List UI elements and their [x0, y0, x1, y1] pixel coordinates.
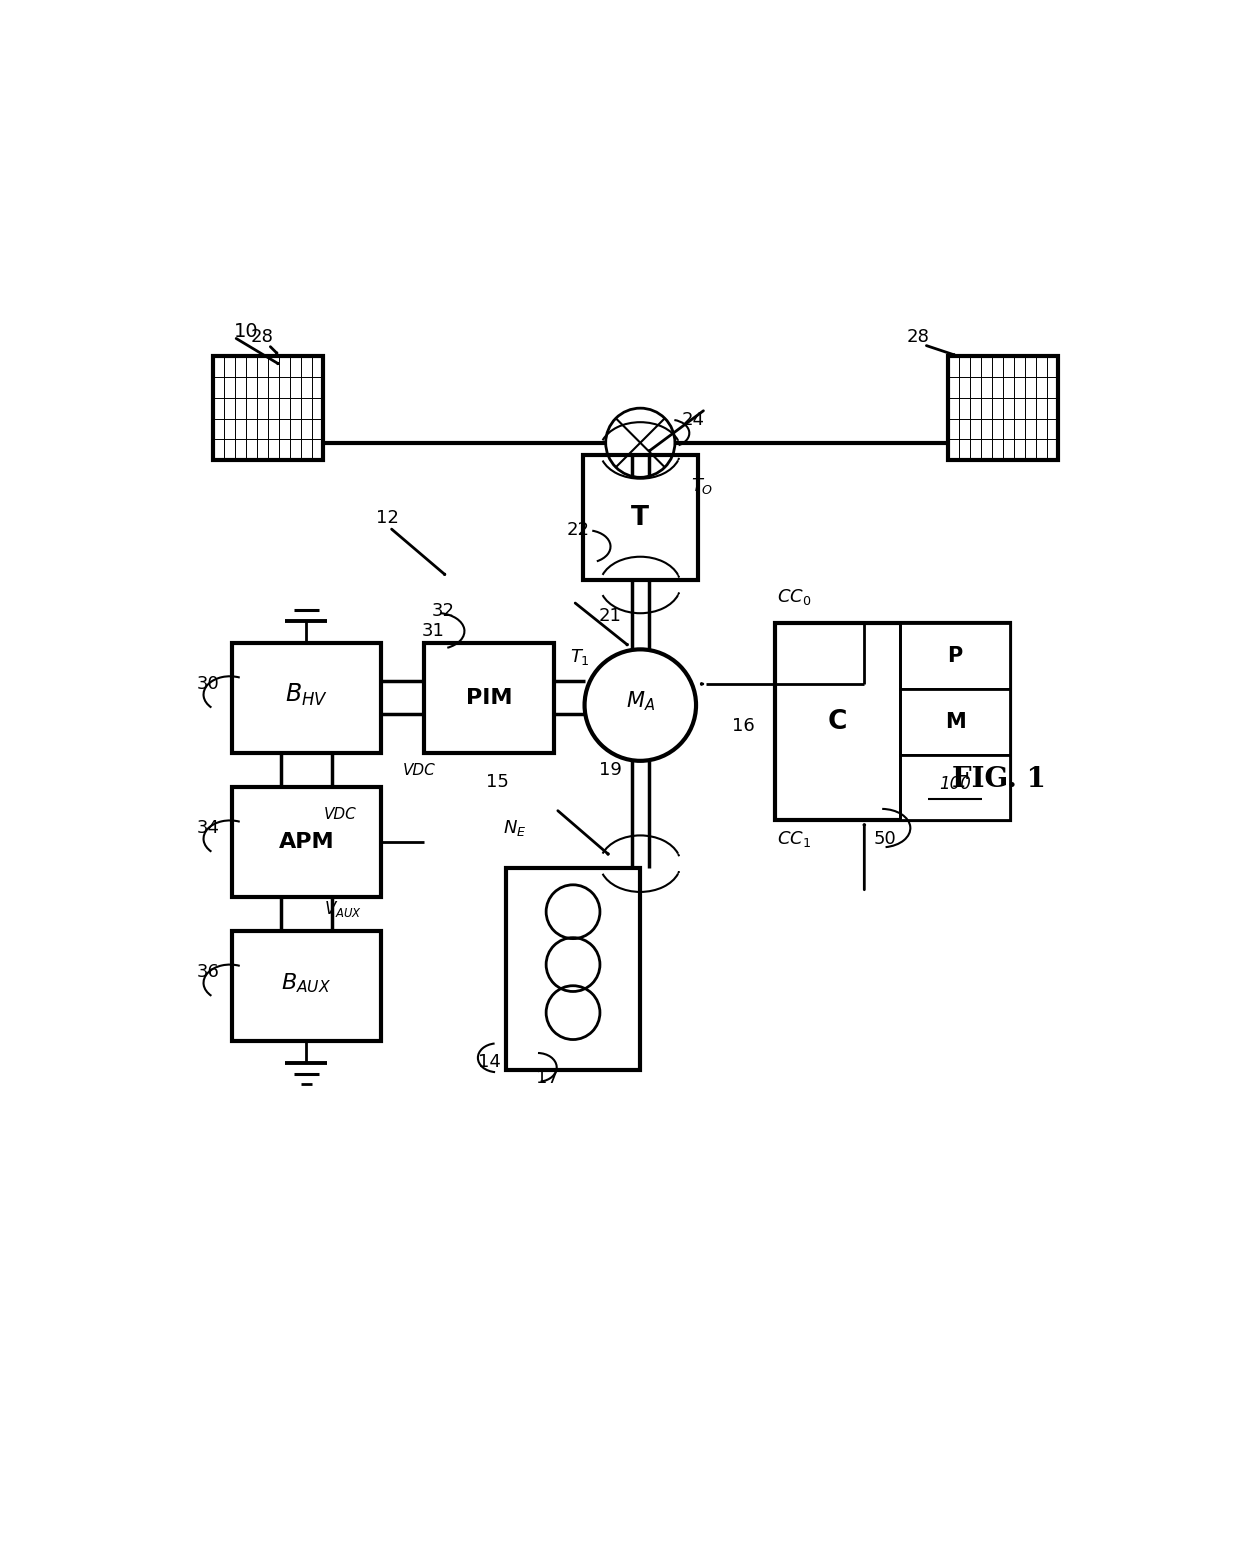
Text: 19: 19 — [599, 762, 621, 779]
Text: $M_A$: $M_A$ — [626, 690, 655, 714]
Text: $T_1$: $T_1$ — [570, 647, 590, 667]
Text: VDC: VDC — [403, 763, 435, 779]
FancyBboxPatch shape — [232, 787, 381, 897]
Text: $N_E$: $N_E$ — [503, 818, 526, 838]
Text: 22: 22 — [567, 520, 589, 539]
FancyBboxPatch shape — [506, 868, 640, 1070]
Text: 14: 14 — [477, 1053, 501, 1072]
Text: 30: 30 — [196, 675, 219, 693]
Text: M: M — [945, 712, 966, 732]
Text: 28: 28 — [250, 327, 274, 346]
FancyBboxPatch shape — [900, 623, 1011, 689]
FancyBboxPatch shape — [232, 932, 381, 1041]
FancyBboxPatch shape — [424, 642, 554, 753]
Text: 100: 100 — [939, 774, 971, 793]
Text: $T_O$: $T_O$ — [691, 475, 714, 495]
FancyBboxPatch shape — [947, 357, 1058, 460]
Text: VDC: VDC — [324, 807, 357, 823]
Text: T: T — [631, 505, 650, 531]
Text: C: C — [827, 709, 847, 735]
Text: $B_{AUX}$: $B_{AUX}$ — [281, 972, 331, 996]
Text: 28: 28 — [906, 327, 929, 346]
Text: 34: 34 — [196, 820, 219, 837]
Text: FIG. 1: FIG. 1 — [952, 765, 1045, 793]
FancyBboxPatch shape — [583, 455, 698, 580]
Text: APM: APM — [279, 832, 334, 852]
Text: 15: 15 — [486, 773, 508, 791]
Text: 31: 31 — [422, 622, 445, 640]
Text: 21: 21 — [599, 608, 621, 625]
Text: $CC_1$: $CC_1$ — [776, 829, 811, 849]
Text: 17: 17 — [536, 1069, 558, 1087]
Text: PIM: PIM — [466, 689, 512, 707]
FancyBboxPatch shape — [232, 642, 381, 753]
Text: 24: 24 — [682, 411, 704, 430]
Text: 16: 16 — [732, 717, 754, 735]
Text: 32: 32 — [432, 601, 455, 620]
Text: $V_{AUX}$: $V_{AUX}$ — [324, 899, 362, 919]
Text: 36: 36 — [196, 963, 219, 982]
FancyBboxPatch shape — [900, 689, 1011, 754]
Text: 50: 50 — [874, 830, 897, 849]
Text: 10: 10 — [234, 323, 258, 341]
Text: 12: 12 — [376, 508, 399, 527]
FancyBboxPatch shape — [775, 623, 1011, 821]
FancyBboxPatch shape — [900, 754, 1011, 821]
Text: P: P — [947, 647, 962, 667]
Text: $CC_0$: $CC_0$ — [776, 587, 811, 608]
Text: $B_{HV}$: $B_{HV}$ — [285, 682, 327, 709]
FancyBboxPatch shape — [213, 357, 324, 460]
